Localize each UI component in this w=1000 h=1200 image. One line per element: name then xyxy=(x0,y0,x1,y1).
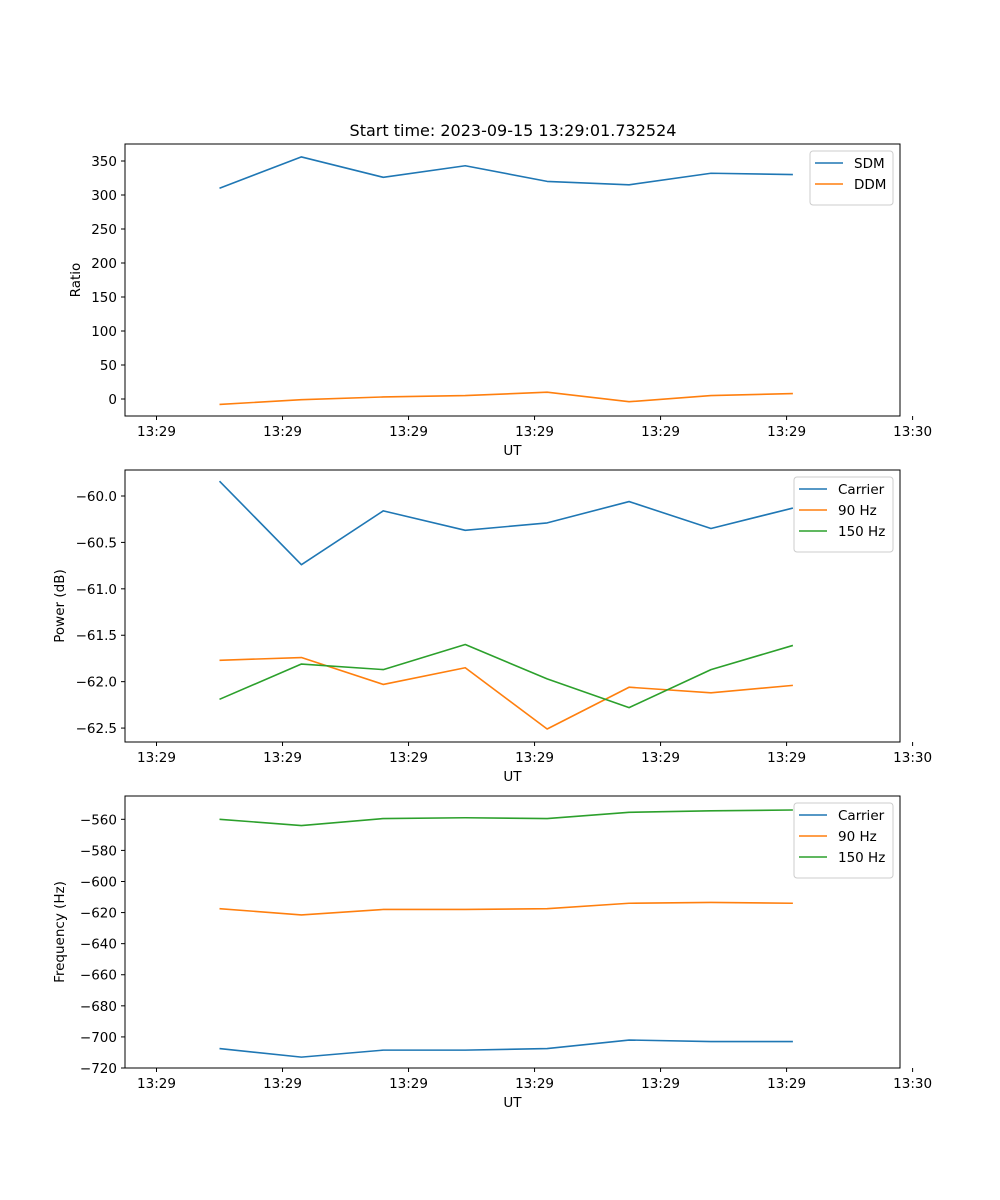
y-tick-label: 350 xyxy=(91,154,117,170)
y-tick-label: 150 xyxy=(91,290,117,306)
x-tick-label: 13:29 xyxy=(515,424,554,440)
series-line-sdm xyxy=(219,156,793,189)
y-axis-label: Ratio xyxy=(68,263,84,298)
y-tick-label: −640 xyxy=(80,937,117,953)
x-tick-label: 13:29 xyxy=(641,1076,680,1092)
x-tick-label: 13:29 xyxy=(263,424,302,440)
y-tick-label: 300 xyxy=(91,188,117,204)
x-axis-label: UT xyxy=(503,1095,522,1111)
series-line-carrier xyxy=(218,480,794,566)
legend-label: 150 Hz xyxy=(838,524,885,540)
y-tick-label: 0 xyxy=(108,392,117,408)
series-line-ddm xyxy=(219,391,793,406)
y-tick-label: 250 xyxy=(91,222,117,238)
panel-3: 13:29 13:29 13:29 13:29 13:29 13:29 13:30 −560 −… xyxy=(52,795,932,1111)
x-tick-label: 13:29 xyxy=(263,1076,302,1092)
panel-2: 13:29 13:29 13:29 13:29 13:29 13:29 13:30 −60.0… xyxy=(52,469,932,785)
x-tick-label: 13:29 xyxy=(263,750,302,766)
legend-label: 90 Hz xyxy=(838,829,877,845)
x-tick-label: 13:30 xyxy=(893,424,932,440)
x-tick-label: 13:29 xyxy=(767,1076,806,1092)
legend: Carrier 90 Hz 150 Hz xyxy=(793,476,894,553)
y-axis-label: Frequency (Hz) xyxy=(52,881,68,983)
series-line-carrier xyxy=(219,1039,793,1058)
x-tick-label: 13:29 xyxy=(137,1076,176,1092)
y-tick-label: −720 xyxy=(80,1061,117,1077)
x-tick-label: 13:29 xyxy=(389,750,428,766)
series-line-150-hz xyxy=(219,643,794,709)
series-line-90-hz xyxy=(219,656,793,730)
y-tick-label: −61.0 xyxy=(76,582,117,598)
legend: Carrier 90 Hz 150 Hz xyxy=(793,802,894,879)
y-tick-label: 200 xyxy=(91,256,117,272)
x-tick-label: 13:29 xyxy=(389,424,428,440)
y-axis-label: Power (dB) xyxy=(52,569,68,642)
legend-label: Carrier xyxy=(838,808,885,824)
y-tick-label: −700 xyxy=(80,1030,117,1046)
y-tick-label: −680 xyxy=(80,999,117,1015)
x-tick-label: 13:29 xyxy=(137,424,176,440)
legend-label: SDM xyxy=(854,156,885,172)
y-tick-label: −660 xyxy=(80,968,117,984)
legend-box xyxy=(793,802,894,879)
x-tick-label: 13:29 xyxy=(641,424,680,440)
y-tick-label: −620 xyxy=(80,906,117,922)
axes-frame xyxy=(124,795,901,1069)
legend-label: 90 Hz xyxy=(838,503,877,519)
series-line-150-hz xyxy=(219,809,793,827)
y-tick-label: −560 xyxy=(80,812,117,828)
legend-box xyxy=(809,150,894,206)
x-tick-label: 13:29 xyxy=(515,1076,554,1092)
y-tick-label: −60.5 xyxy=(76,535,117,551)
axes-frame xyxy=(124,143,901,417)
x-axis-label: UT xyxy=(503,443,522,459)
x-tick-label: 13:29 xyxy=(515,750,554,766)
legend-box xyxy=(793,476,894,553)
panel-1: 13:29 13:29 13:29 13:29 13:29 13:29 13:30 0 50 10… xyxy=(68,143,932,459)
y-tick-label: −62.0 xyxy=(76,675,117,691)
x-tick-label: 13:29 xyxy=(641,750,680,766)
y-tick-label: 100 xyxy=(91,324,117,340)
y-tick-label: −60.0 xyxy=(76,489,117,505)
y-tick-label: −600 xyxy=(80,874,117,890)
x-tick-label: 13:30 xyxy=(893,750,932,766)
legend-label: Carrier xyxy=(838,482,885,498)
legend-label: 150 Hz xyxy=(838,850,885,866)
x-tick-label: 13:29 xyxy=(767,424,806,440)
x-tick-label: 13:29 xyxy=(137,750,176,766)
chart-title: Start time: 2023-09-15 13:29:01.732524 xyxy=(350,121,677,140)
x-tick-label: 13:29 xyxy=(767,750,806,766)
legend: SDM DDM xyxy=(809,150,894,206)
axes-frame xyxy=(124,469,901,743)
y-tick-label: −62.5 xyxy=(76,721,117,737)
y-tick-label: −580 xyxy=(80,843,117,859)
legend-label: DDM xyxy=(854,177,886,193)
series-line-90-hz xyxy=(219,901,793,916)
x-axis-label: UT xyxy=(503,769,522,785)
x-tick-label: 13:30 xyxy=(893,1076,932,1092)
x-tick-label: 13:29 xyxy=(389,1076,428,1092)
y-tick-label: −61.5 xyxy=(76,628,117,644)
y-tick-label: 50 xyxy=(100,358,117,374)
